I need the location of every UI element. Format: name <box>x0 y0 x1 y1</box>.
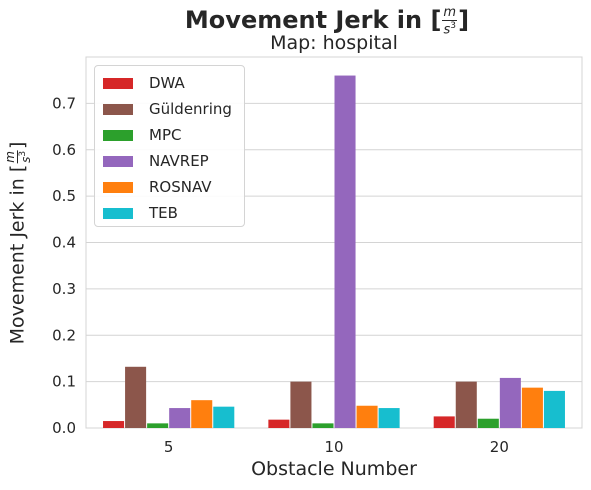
bars <box>103 75 565 429</box>
y-tick-label: 0.1 <box>52 373 76 391</box>
bar-g-ldenring-20 <box>455 381 477 428</box>
bar-navrep-5 <box>169 408 191 428</box>
ylabel-unit-den-base: s <box>19 156 33 163</box>
legend-item: ROSNAV <box>103 174 212 200</box>
y-tick-label: 0.6 <box>52 141 76 159</box>
title-suffix: ] <box>458 6 470 35</box>
x-tick-label: 5 <box>164 438 174 456</box>
title-unit-den-base: s <box>443 22 451 38</box>
y-axis-label: Movement Jerk in [m s3] <box>3 141 33 345</box>
ylabel-prefix: Movement Jerk in [ <box>6 164 29 345</box>
legend-label: MPC <box>149 126 182 144</box>
legend-label: NAVREP <box>149 152 209 170</box>
bar-teb-5 <box>213 406 235 428</box>
y-tick-label: 0.5 <box>52 187 76 205</box>
legend-swatch <box>103 207 133 219</box>
x-tick-labels: 5 10 20 <box>164 438 509 456</box>
y-tick-label: 0.0 <box>52 419 76 437</box>
y-tick-label: 0.3 <box>52 280 76 298</box>
chart-title: Movement Jerk in [m s3] <box>0 6 591 36</box>
x-tick-label: 20 <box>490 438 509 456</box>
bar-rosnav-10 <box>356 405 378 428</box>
bar-rosnav-20 <box>521 387 543 428</box>
bar-navrep-10 <box>334 75 356 429</box>
legend-swatch <box>103 155 133 167</box>
legend-swatch <box>103 103 133 115</box>
ylabel-suffix: ] <box>6 141 29 150</box>
legend-item: TEB <box>103 200 178 226</box>
y-tick-label: 0.4 <box>52 234 76 252</box>
ylabel-unit-numerator: m <box>3 150 18 164</box>
bar-mpc-5 <box>147 423 169 428</box>
title-unit-numerator: m <box>442 5 458 21</box>
x-axis-label: Obstacle Number <box>251 458 417 480</box>
y-tick-label: 0.7 <box>52 94 76 112</box>
ylabel-unit-fraction: m s3 <box>3 150 33 164</box>
bar-rosnav-5 <box>191 400 213 428</box>
bar-g-ldenring-5 <box>125 366 147 428</box>
legend-swatch <box>103 77 133 89</box>
legend: DWA Güldenring MPC NAVREP ROSNAV TEB <box>94 65 245 227</box>
bar-teb-20 <box>543 390 565 428</box>
ylabel-unit-den-exponent: 3 <box>18 150 28 157</box>
bar-dwa-10 <box>268 419 290 428</box>
title-prefix: Movement Jerk in [ <box>184 6 442 35</box>
y-tick-label: 0.2 <box>52 326 76 344</box>
legend-item: DWA <box>103 70 185 96</box>
bar-mpc-10 <box>312 423 334 428</box>
y-tick-labels: 0.0 0.1 0.2 0.3 0.4 0.5 0.6 0.7 <box>52 94 76 437</box>
bar-mpc-20 <box>477 418 499 428</box>
legend-label: Güldenring <box>149 100 232 118</box>
bar-dwa-5 <box>103 421 125 428</box>
title-unit-den-exponent: 3 <box>450 21 457 31</box>
bar-g-ldenring-10 <box>290 381 312 428</box>
bar-teb-10 <box>378 408 400 428</box>
legend-swatch <box>103 181 133 193</box>
legend-label: ROSNAV <box>149 178 212 196</box>
bar-navrep-20 <box>499 377 521 428</box>
title-unit-fraction: m s3 <box>442 5 458 38</box>
chart-subtitle: Map: hospital <box>270 32 398 54</box>
legend-item: MPC <box>103 122 181 148</box>
legend-label: DWA <box>149 74 185 92</box>
legend-item: NAVREP <box>103 148 209 174</box>
title-unit-denominator: s3 <box>442 21 457 38</box>
legend-swatch <box>103 129 133 141</box>
ylabel-unit-denominator: s3 <box>18 150 33 164</box>
bar-dwa-20 <box>433 416 455 428</box>
legend-label: TEB <box>149 204 178 222</box>
legend-item: Güldenring <box>103 96 232 122</box>
x-tick-label: 10 <box>324 438 343 456</box>
